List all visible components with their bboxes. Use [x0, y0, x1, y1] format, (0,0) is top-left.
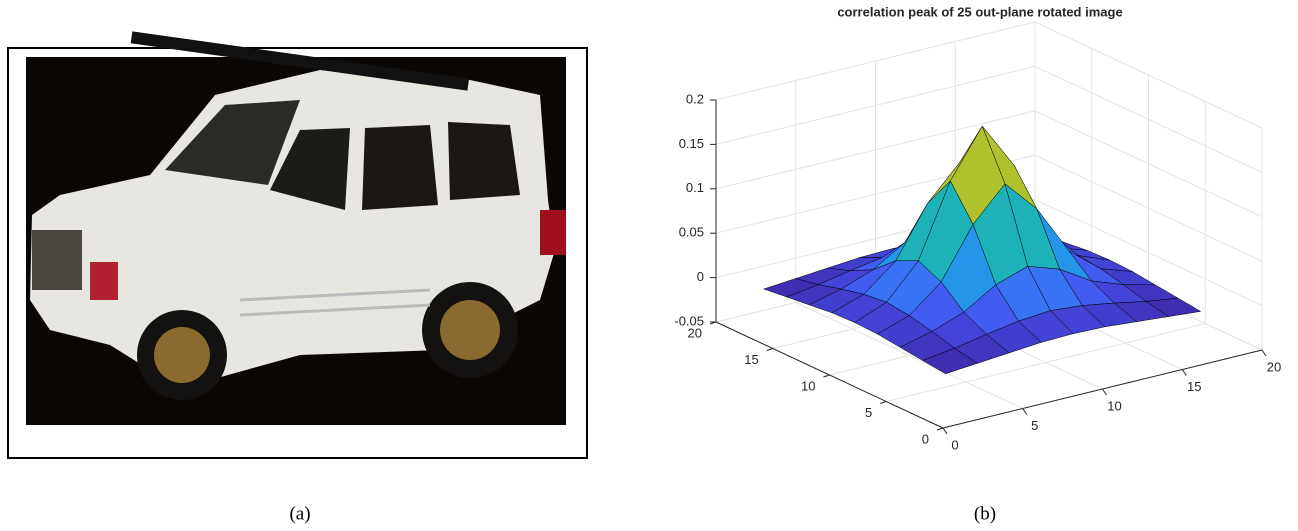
x-tick-label: 10	[1107, 398, 1121, 413]
y-tick-label: 20	[688, 325, 702, 340]
z-tick-label: 0.05	[679, 225, 704, 240]
tick-mark	[766, 348, 773, 351]
tick-mark	[1181, 369, 1187, 376]
y-tick-label: 0	[922, 431, 929, 446]
z-tick-label: -0.05	[674, 313, 704, 328]
tick-mark	[1261, 349, 1267, 357]
grid-line	[715, 110, 1036, 190]
grid-line	[1034, 65, 1263, 173]
tick-mark	[823, 374, 830, 378]
tick-mark	[942, 427, 948, 435]
x-tick-label: 20	[1267, 359, 1281, 374]
grid-line	[1034, 110, 1263, 218]
grid-line	[1034, 199, 1263, 307]
grid-line	[715, 65, 1036, 145]
z-tick-label: 0.15	[679, 136, 704, 151]
chart-title: correlation peak of 25 out-plane rotated…	[837, 4, 1122, 19]
z-tick-label: 0.1	[686, 180, 704, 195]
caption: (b)	[974, 503, 996, 524]
y-tick-label: 5	[865, 405, 872, 420]
photo-panel	[7, 31, 588, 459]
tick-mark	[1022, 408, 1028, 415]
grid-line	[1034, 21, 1263, 129]
tick-mark	[1102, 388, 1107, 396]
x-tick-label: 0	[951, 437, 958, 452]
grid-line	[886, 323, 1206, 402]
grid-line	[1034, 154, 1263, 262]
grid-line	[715, 21, 1036, 101]
x-tick-label: 15	[1187, 379, 1201, 394]
car	[30, 31, 566, 400]
caption: (a)	[289, 503, 310, 524]
x-tick-label: 5	[1031, 418, 1038, 433]
tick-mark	[936, 427, 944, 431]
y-tick-label: 10	[801, 378, 815, 393]
z-tick-label: 0	[697, 269, 704, 284]
y-tick-label: 15	[744, 352, 758, 367]
surface-patch	[922, 348, 978, 375]
z-tick-label: 0.2	[686, 91, 704, 106]
tick-mark	[880, 401, 887, 404]
